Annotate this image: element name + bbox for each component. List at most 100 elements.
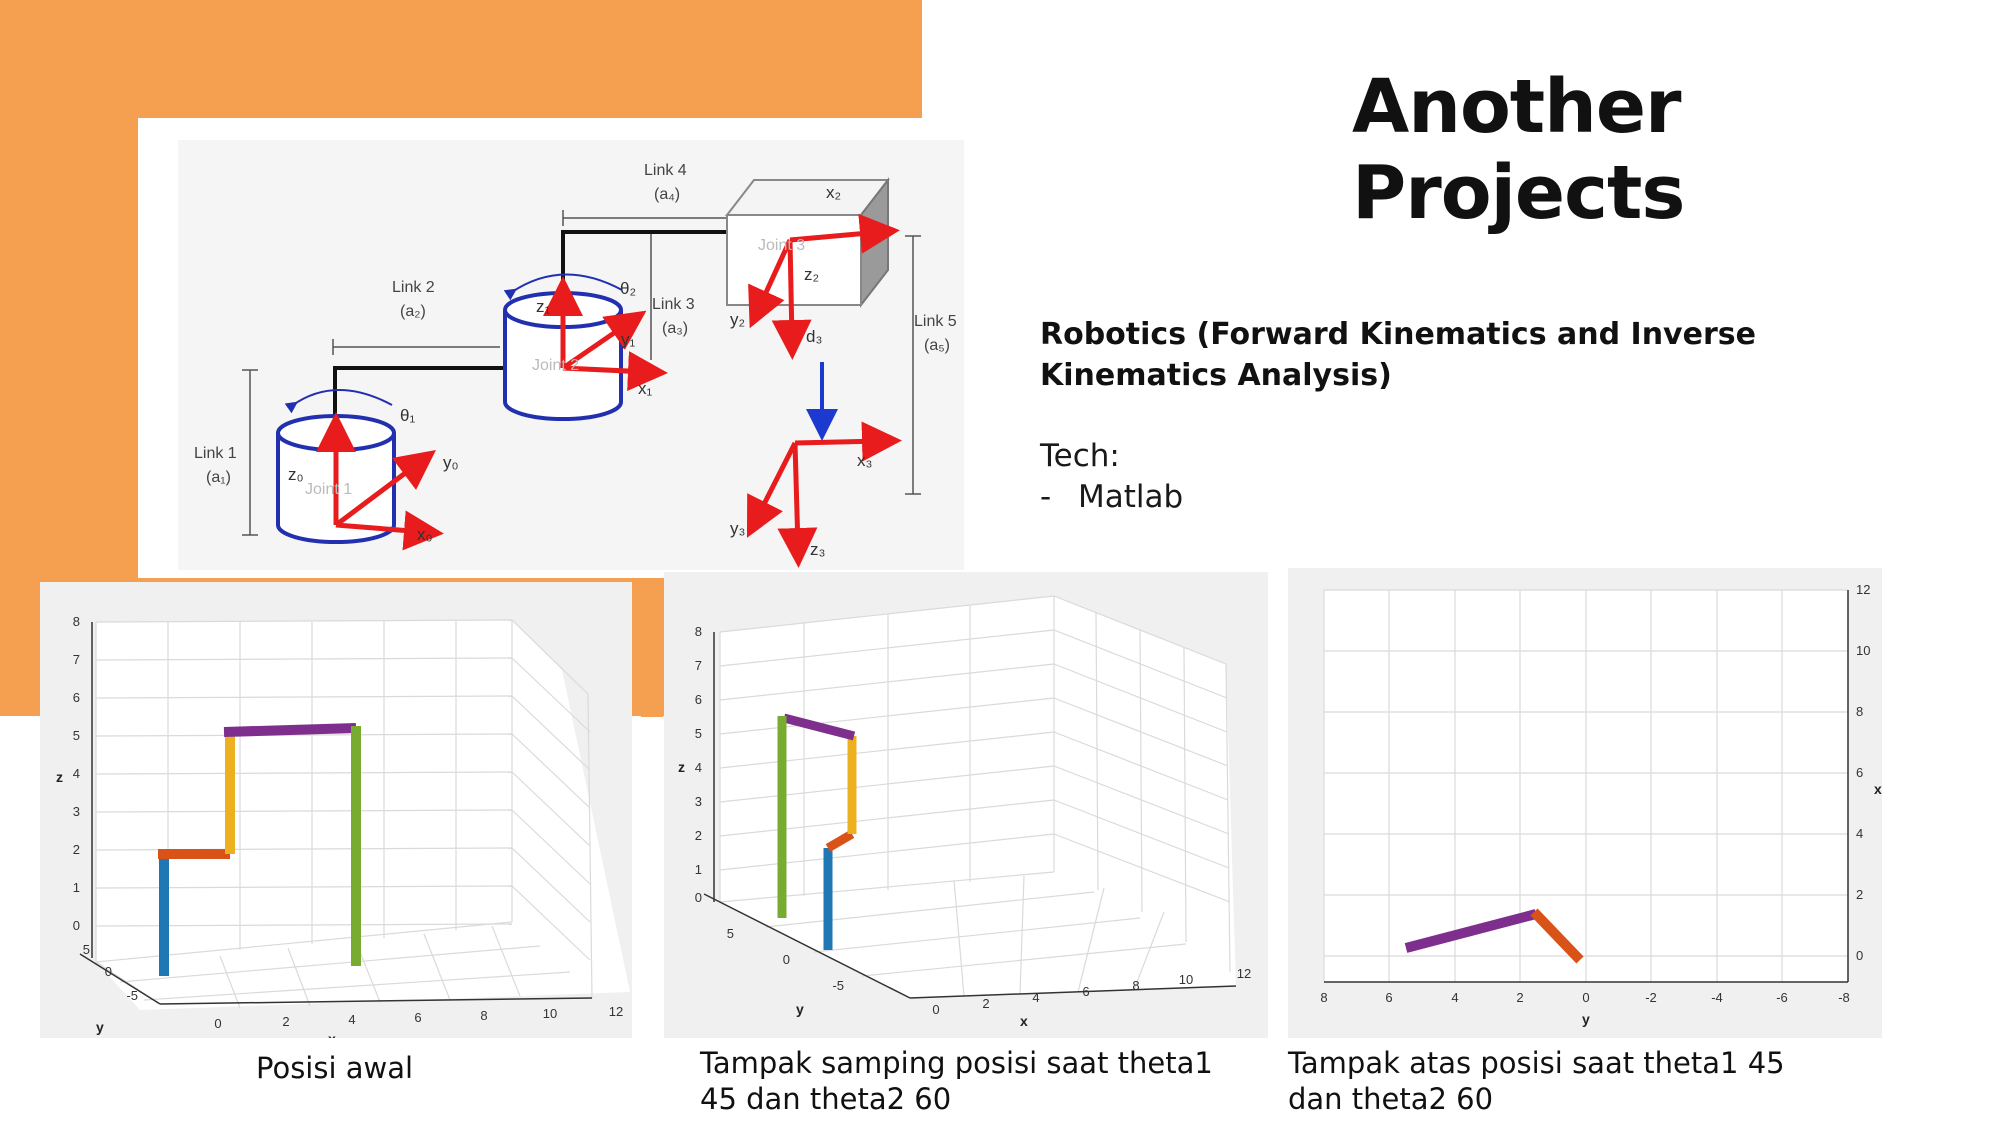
tech-list-item-label: Matlab [1078,479,1184,515]
plot3-y-tick: -2 [1645,990,1657,1005]
a1-label: (a₁) [206,469,231,486]
slide-title: Another Projects [1352,64,1812,236]
plot2-y-tick: -5 [832,978,844,993]
plot3-robot-arm [1404,908,1584,964]
plot1-z-tick: 6 [73,690,80,705]
plot1-robot-arm [158,723,361,976]
project-name: Robotics (Forward Kinematics and Inverse… [1040,317,1756,393]
plot3-x-tick: 10 [1856,643,1870,658]
plot-initial-position: 8 7 6 5 4 3 2 1 0 5 0 -5 0 2 4 6 8 10 12… [40,582,632,1038]
z2-label: z₂ [804,265,819,284]
plot1-x-label: x [328,1031,336,1038]
plot1-z-tick: 2 [73,842,80,857]
plot3-link-purple [1404,909,1538,953]
plot3-x-tick: 2 [1856,887,1863,902]
plot1-z-tick: 0 [73,918,80,933]
plot3-grid [1323,589,1849,982]
link5-label: Link 5 [914,313,957,330]
plot1-z-tick: 1 [73,880,80,895]
plot2-z-tick: 0 [695,890,702,905]
plot1-grid [95,619,593,1009]
plot2-link-purple [782,713,856,741]
plot1-z-label: z [56,769,63,785]
plot2-z-tick: 7 [695,658,702,673]
plot3-y-tick: 0 [1582,990,1589,1005]
plot1-x-tick: 10 [543,1006,557,1021]
y3-label: y₃ [730,519,745,538]
plot1-z-tick: 4 [73,766,80,781]
a4-label: (a₄) [654,186,680,203]
plot3-x-tick: 12 [1856,582,1870,597]
plot3-y-tick: -6 [1776,990,1788,1005]
plot1-x-tick: 8 [480,1008,487,1023]
plot1-link-purple [223,723,357,737]
tech-list-bullet: - [1040,479,1052,515]
plot3-y-tick: 2 [1516,990,1523,1005]
plot1-x-tick: 2 [282,1014,289,1029]
caption-plot3: Tampak atas posisi saat theta1 45 dan th… [1288,1046,1785,1116]
plot2-z-tick: 6 [695,692,702,707]
coordinate-frames [316,213,902,568]
joint3-label: Joint 3 [758,237,805,254]
plot2-x-tick: 0 [932,1002,939,1017]
plot2-z-tick: 5 [695,726,702,741]
plot2-z-tick: 1 [695,862,702,877]
link4-label: Link 4 [644,162,687,179]
z1-label: z₁ [536,297,551,316]
y0-label: y₀ [443,453,459,472]
caption-plot2: Tampak samping posisi saat theta1 45 dan… [700,1046,1213,1116]
slide-title-line2: Projects [1352,150,1685,236]
plot1-z-tick: 8 [73,614,80,629]
plot1-y-label: y [96,1019,104,1035]
z3-label: z₃ [810,540,825,559]
dimension-lines [242,210,921,536]
plot3-link-orange [1530,908,1584,964]
plot1-x-tick: 12 [609,1004,623,1019]
plot2-x-tick: 12 [1237,966,1251,981]
tech-list-item: - Matlab [1040,477,1183,517]
plot2-x-tick: 2 [982,996,989,1011]
plot2-z-label: z [678,759,685,775]
plot2-x-tick: 6 [1082,984,1089,999]
a5-label: (a₅) [924,337,950,354]
x2-label: x₂ [826,183,841,202]
x1-label: x₁ [638,379,653,398]
plot3-x-tick: 4 [1856,826,1863,841]
plot2-z-tick: 4 [695,760,702,775]
plot2-grid [719,595,1231,999]
plot2-z-tick: 8 [695,624,702,639]
plot3-x-tick: 0 [1856,948,1863,963]
plot2-z-tick: 3 [695,794,702,809]
plot1-x-tick: 4 [348,1012,355,1027]
link2-label: Link 2 [392,279,435,296]
plot2-z-tick: 2 [695,828,702,843]
plot2-y-label: y [796,1001,804,1017]
plot3-x-label: x [1874,781,1882,797]
slide-title-line1: Another [1352,64,1682,150]
link3-label: Link 3 [652,296,695,313]
plot-side-view: 8 7 6 5 4 3 2 1 0 5 0 -5 0 2 4 6 8 10 12… [664,572,1268,1038]
plot3-y-tick: -8 [1838,990,1850,1005]
plot2-x-label: x [1020,1013,1028,1029]
plot1-y-tick: -5 [126,988,138,1003]
plot1-y-tick: 5 [83,942,90,957]
joint2-label: Joint 2 [532,357,579,374]
plot3-y-tick: 8 [1320,990,1327,1005]
plot1-x-tick: 0 [214,1016,221,1031]
plot3-y-tick: 4 [1451,990,1458,1005]
plot2-link-orange [825,830,855,852]
z0-label: z₀ [288,465,304,484]
link1-label: Link 1 [194,445,237,462]
plot3-y-tick: 6 [1385,990,1392,1005]
plot1-z-tick: 5 [73,728,80,743]
joint3-box [724,177,891,308]
plot3-x-tick: 6 [1856,765,1863,780]
y1-label: y₁ [621,330,636,349]
theta2-label: θ₂ [620,279,636,298]
plot2-x-tick: 4 [1032,990,1039,1005]
caption-plot1: Posisi awal [256,1051,414,1085]
plot2-y-tick: 0 [783,952,790,967]
plot1-z-tick: 3 [73,804,80,819]
kinematics-diagram: Link 1 (a₁) Link 2 (a₂) Link 3 (a₃) Link… [194,162,957,568]
x3-label: x₃ [857,451,872,470]
